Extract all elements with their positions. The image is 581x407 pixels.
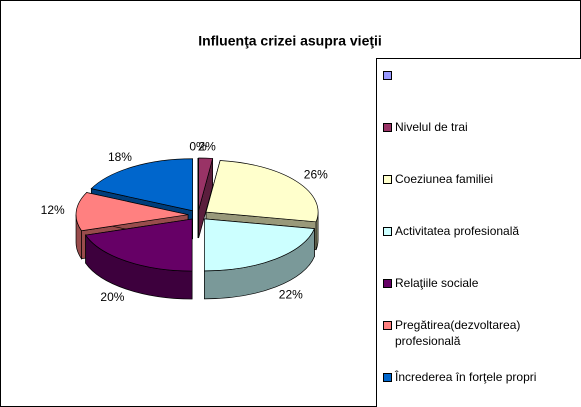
legend-item: Coeziunea familiei — [383, 171, 581, 187]
legend-item: Activitatea profesională — [383, 223, 581, 239]
legend-label: Nivelul de trai — [395, 120, 468, 134]
slice — [198, 157, 214, 211]
data-label: 18% — [108, 150, 132, 164]
slice — [84, 218, 193, 272]
legend-label: Relaţiile sociale — [395, 276, 479, 290]
legend-label: Pregătirea(dezvoltarea) profesională — [395, 318, 521, 348]
data-label: 0% — [189, 140, 207, 154]
legend-swatch — [383, 71, 392, 80]
legend-swatch — [383, 227, 392, 236]
legend-label: Încrederea în forţele propri — [395, 370, 537, 384]
legend-label: Coeziunea familiei — [395, 172, 494, 186]
slice — [75, 192, 189, 232]
legend-swatch — [383, 279, 392, 288]
pie-tops — [75, 157, 319, 272]
legend-item: Nivelul de trai — [383, 119, 581, 135]
legend-swatch — [383, 321, 392, 330]
legend-swatch — [383, 123, 392, 132]
legend-item: Relaţiile sociale — [383, 275, 581, 291]
data-label: 12% — [41, 203, 65, 217]
data-label: 26% — [304, 167, 328, 181]
legend-item: Pregătirea(dezvoltarea) profesională — [383, 317, 581, 349]
legend-swatch — [383, 373, 392, 382]
slice — [90, 158, 193, 212]
slice — [205, 160, 319, 223]
legend: Nivelul de trai Coeziunea familiei Activit… — [376, 58, 581, 407]
legend-item: Încrederea în forţele propri — [383, 369, 581, 385]
legend-swatch — [383, 175, 392, 184]
data-label: 20% — [100, 290, 124, 304]
data-label: 22% — [279, 287, 303, 301]
chart-title: Influenţa crizei asupra vieţii — [198, 33, 382, 49]
data-label: 2% — [198, 140, 216, 154]
legend-label: Activitatea profesională — [395, 224, 520, 238]
slice — [204, 218, 315, 272]
